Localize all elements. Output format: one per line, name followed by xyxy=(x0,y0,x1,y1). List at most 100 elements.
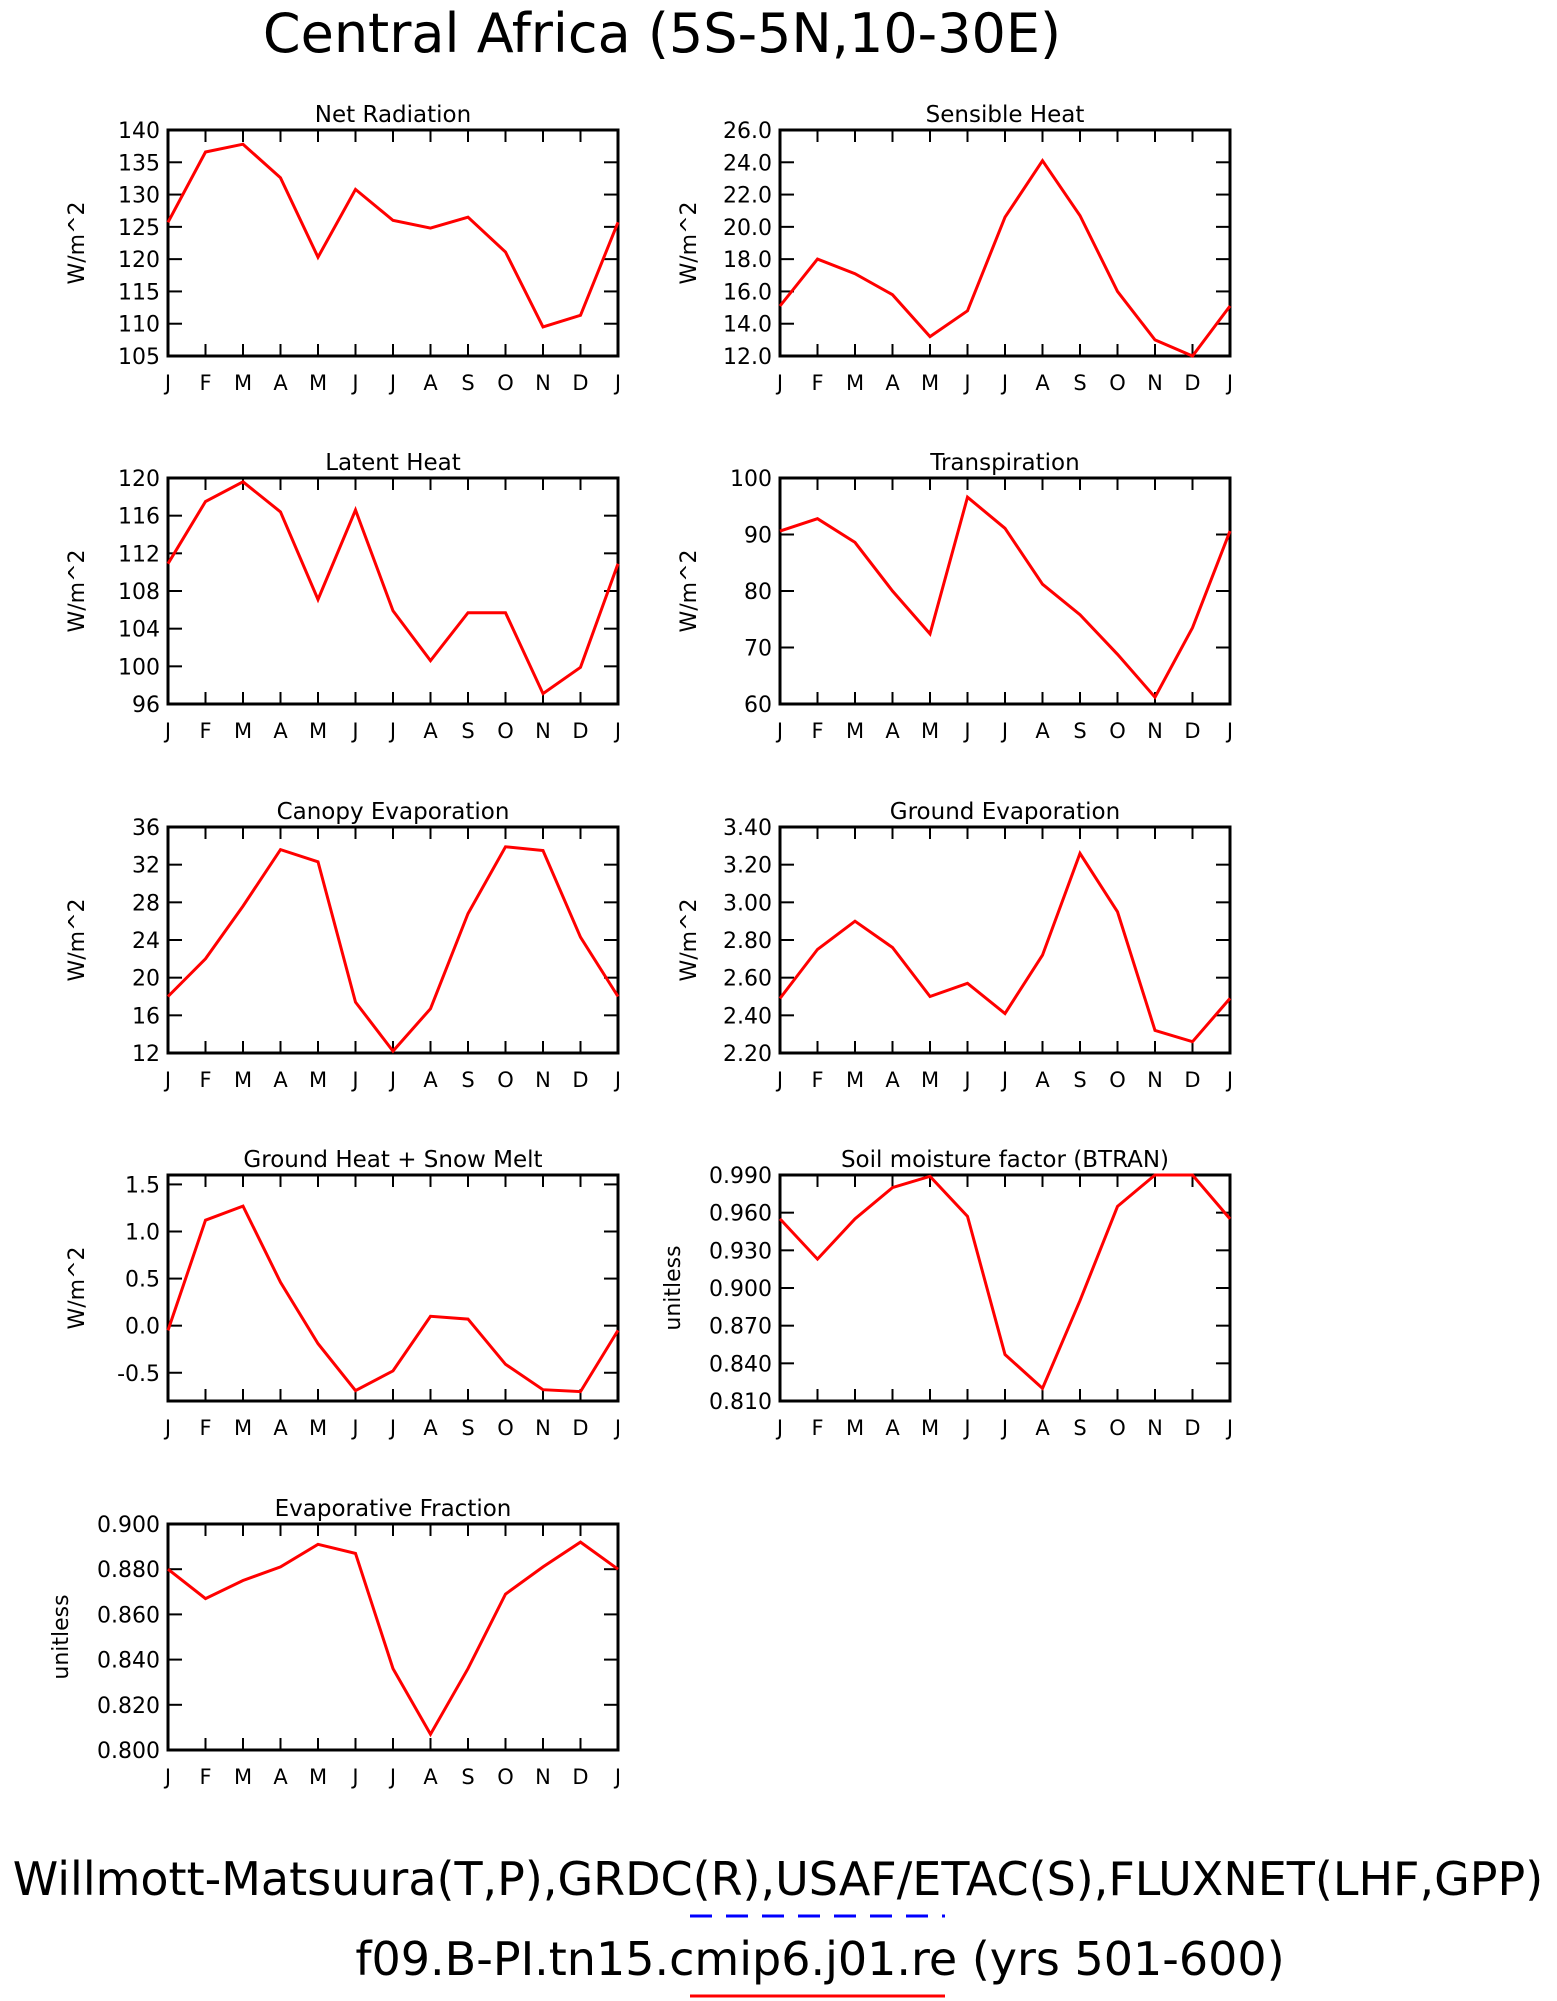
x-tick-label: S xyxy=(1073,371,1086,395)
x-tick-label: J xyxy=(163,1416,171,1440)
y-tick-label: 28 xyxy=(132,891,160,916)
x-tick-label: J xyxy=(613,719,621,743)
x-tick-label: F xyxy=(199,719,211,743)
x-tick-label: D xyxy=(572,1068,588,1092)
x-tick-label: M xyxy=(234,1416,252,1440)
x-tick-label: S xyxy=(461,1765,474,1789)
x-tick-label: N xyxy=(1147,371,1163,395)
x-tick-label: M xyxy=(309,719,327,743)
y-tick-label: 32 xyxy=(132,854,160,879)
x-tick-label: J xyxy=(962,371,970,395)
x-tick-label: F xyxy=(199,1068,211,1092)
x-tick-label: D xyxy=(1184,1416,1200,1440)
x-tick-label: J xyxy=(962,1416,970,1440)
x-tick-label: M xyxy=(309,371,327,395)
x-tick-label: A xyxy=(885,719,900,743)
y-tick-label: 0.960 xyxy=(709,1202,772,1227)
y-axis-label: W/m^2 xyxy=(677,201,702,284)
x-tick-label: J xyxy=(163,1765,171,1789)
y-tick-label: 0.820 xyxy=(97,1694,160,1719)
y-tick-label: 0.900 xyxy=(97,1513,160,1538)
x-tick-label: A xyxy=(423,1416,438,1440)
x-tick-label: J xyxy=(613,371,621,395)
y-tick-label: 0.0 xyxy=(125,1315,160,1340)
x-tick-label: J xyxy=(388,1416,396,1440)
x-tick-label: O xyxy=(497,371,514,395)
series-line xyxy=(166,845,620,1054)
x-tick-label: O xyxy=(497,1068,514,1092)
y-axis-label: W/m^2 xyxy=(677,898,702,981)
y-tick-label: 135 xyxy=(118,151,160,176)
y-tick-label: 3.20 xyxy=(723,854,772,879)
x-tick-label: M xyxy=(846,1416,864,1440)
y-tick-label: -0.5 xyxy=(117,1362,160,1387)
x-tick-label: A xyxy=(273,1765,288,1789)
x-tick-label: J xyxy=(613,1765,621,1789)
x-tick-label: D xyxy=(572,719,588,743)
y-tick-label: 16.0 xyxy=(723,280,772,305)
x-tick-label: M xyxy=(309,1765,327,1789)
y-axis-label: W/m^2 xyxy=(65,898,90,981)
x-tick-label: A xyxy=(1035,719,1050,743)
x-tick-label: J xyxy=(613,1416,621,1440)
x-tick-label: A xyxy=(1035,1068,1050,1092)
x-tick-label: J xyxy=(962,1068,970,1092)
y-tick-label: 0.840 xyxy=(97,1649,160,1674)
x-tick-label: N xyxy=(535,1416,551,1440)
y-tick-label: 3.00 xyxy=(723,891,772,916)
x-tick-label: S xyxy=(461,371,474,395)
x-tick-label: J xyxy=(1225,371,1233,395)
plot-frame xyxy=(778,128,1232,358)
y-tick-label: 0.990 xyxy=(709,1164,772,1189)
x-tick-label: J xyxy=(350,1416,358,1440)
x-tick-label: M xyxy=(921,1068,939,1092)
x-tick-label: J xyxy=(1000,719,1008,743)
y-tick-label: 0.5 xyxy=(125,1268,160,1293)
x-tick-label: F xyxy=(811,1416,823,1440)
x-tick-label: J xyxy=(775,1416,783,1440)
x-tick-label: J xyxy=(350,1765,358,1789)
x-tick-label: D xyxy=(572,1416,588,1440)
plot-frame xyxy=(166,476,620,706)
x-tick-label: D xyxy=(1184,719,1200,743)
x-tick-label: N xyxy=(535,371,551,395)
x-tick-label: J xyxy=(388,371,396,395)
x-tick-label: F xyxy=(199,1416,211,1440)
y-tick-label: 0.800 xyxy=(97,1739,160,1764)
x-tick-label: M xyxy=(234,1765,252,1789)
x-tick-label: J xyxy=(163,719,171,743)
y-tick-label: 20.0 xyxy=(723,216,772,241)
x-tick-label: A xyxy=(885,371,900,395)
series-line xyxy=(166,480,620,696)
series-line xyxy=(166,1204,620,1394)
x-tick-label: J xyxy=(350,719,358,743)
y-tick-label: 70 xyxy=(744,637,772,662)
plot-frame xyxy=(778,1173,1232,1403)
x-tick-label: O xyxy=(1109,371,1126,395)
x-tick-label: J xyxy=(163,371,171,395)
x-tick-label: J xyxy=(388,1765,396,1789)
y-tick-label: 14.0 xyxy=(723,313,772,338)
y-tick-label: 130 xyxy=(118,184,160,209)
y-tick-label: 18.0 xyxy=(723,248,772,273)
x-tick-label: J xyxy=(1225,1416,1233,1440)
y-tick-label: 120 xyxy=(118,467,160,492)
x-tick-label: S xyxy=(1073,719,1086,743)
y-tick-label: 2.40 xyxy=(723,1004,772,1029)
y-tick-label: 2.60 xyxy=(723,967,772,992)
x-tick-label: M xyxy=(846,719,864,743)
x-tick-label: J xyxy=(775,371,783,395)
y-tick-label: 125 xyxy=(118,216,160,241)
chart-title: Soil moisture factor (BTRAN) xyxy=(841,1147,1169,1173)
series-line xyxy=(166,142,620,329)
y-axis-label: W/m^2 xyxy=(65,1246,90,1329)
plot-frame xyxy=(778,825,1232,1055)
y-tick-label: 60 xyxy=(744,693,772,718)
chart-panel: Soil moisture factor (BTRAN)J F M A M J J A S O N D… xyxy=(661,1147,1233,1440)
x-tick-label: J xyxy=(1000,371,1008,395)
y-tick-label: 1.5 xyxy=(125,1173,160,1198)
x-tick-label: S xyxy=(461,719,474,743)
